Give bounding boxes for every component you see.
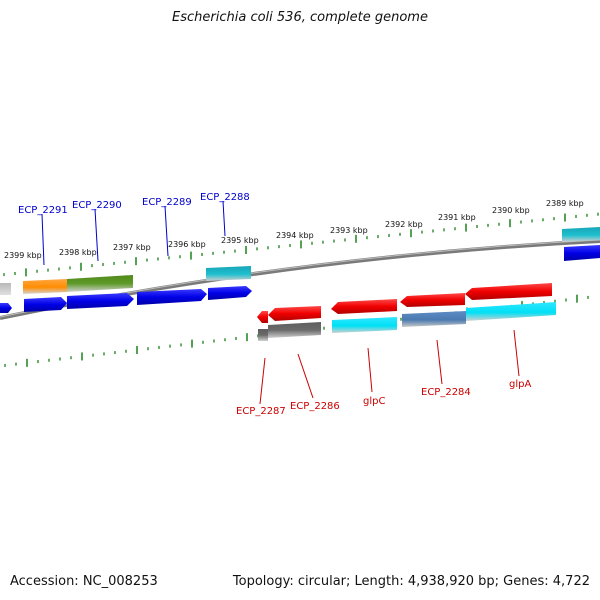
ruler-label: 2393 kbp (330, 226, 368, 235)
ruler-label: 2394 kbp (276, 231, 314, 240)
reverse-gene-labels: ECP_2287 ECP_2286 glpC ECP_2284 glpA (236, 329, 531, 417)
genome-summary-text: Topology: circular; Length: 4,938,920 bp… (232, 574, 590, 589)
ruler-labels: 2399 kbp 2398 kbp 2397 kbp 2396 kbp 2395 kbp… (4, 199, 584, 260)
gene-arrow (268, 306, 321, 321)
cog-bar (67, 275, 133, 292)
gene-label[interactable]: glpA (509, 379, 531, 390)
gene-arrow (331, 299, 397, 314)
reverse-cog-bars (258, 302, 556, 341)
cog-bar (402, 311, 466, 327)
gene-label[interactable]: ECP_2288 (200, 192, 250, 203)
gene-leader-line (259, 357, 266, 405)
ruler-label: 2398 kbp (59, 248, 97, 257)
gene-arrow (465, 283, 552, 300)
gene-label[interactable]: ECP_2291 (18, 205, 68, 216)
forward-genes (0, 245, 600, 313)
gene-arrow (24, 297, 67, 312)
gene-leader-line (367, 347, 373, 393)
gene-arrow (257, 311, 268, 323)
gene-label[interactable]: glpC (363, 396, 385, 407)
reverse-genes (257, 283, 552, 323)
gene-arrow (0, 303, 12, 313)
gene-leader-line (297, 353, 314, 399)
cog-bar (0, 283, 11, 295)
ruler-label: 2396 kbp (168, 240, 206, 249)
gene-leader-line (94, 208, 99, 262)
gene-arrow (137, 289, 207, 305)
gene-label[interactable]: ECP_2287 (236, 406, 286, 417)
gene-label[interactable]: ECP_2284 (421, 387, 471, 398)
gene-leader-line (436, 339, 443, 385)
forward-gene-labels: ECP_2291 ECP_2290 ECP_2289 ECP_2288 (18, 192, 250, 266)
gene-leader-line (513, 329, 520, 377)
ruler-label: 2399 kbp (4, 251, 42, 260)
gene-leader-line (41, 213, 45, 266)
gene-leader-line (164, 205, 169, 257)
gene-label[interactable]: ECP_2289 (142, 197, 192, 208)
genome-title: Escherichia coli 536, complete genome (172, 10, 428, 25)
outer-ruler (3, 212, 599, 277)
ruler-label: 2392 kbp (385, 220, 423, 229)
ruler-label: 2391 kbp (438, 213, 476, 222)
cog-bar (258, 329, 268, 341)
gene-arrow (208, 286, 252, 300)
ruler-label: 2395 kbp (221, 236, 259, 245)
ruler-label: 2390 kbp (492, 206, 530, 215)
ruler-label: 2397 kbp (113, 243, 151, 252)
gene-label[interactable]: ECP_2286 (290, 401, 340, 412)
gene-arrow (564, 245, 600, 261)
cog-bar (268, 322, 321, 338)
ruler-label: 2389 kbp (546, 199, 584, 208)
cog-bar (466, 302, 556, 321)
cog-bar (562, 227, 600, 242)
accession-text: Accession: NC_008253 (10, 574, 158, 589)
cog-bar (206, 266, 251, 281)
forward-cog-bars (0, 227, 600, 295)
gene-leader-line (222, 200, 226, 237)
cog-bar (332, 317, 397, 333)
gene-arrow (400, 293, 465, 307)
gene-label[interactable]: ECP_2290 (72, 200, 122, 211)
cog-bar (23, 279, 67, 294)
gene-arrow (67, 293, 134, 309)
